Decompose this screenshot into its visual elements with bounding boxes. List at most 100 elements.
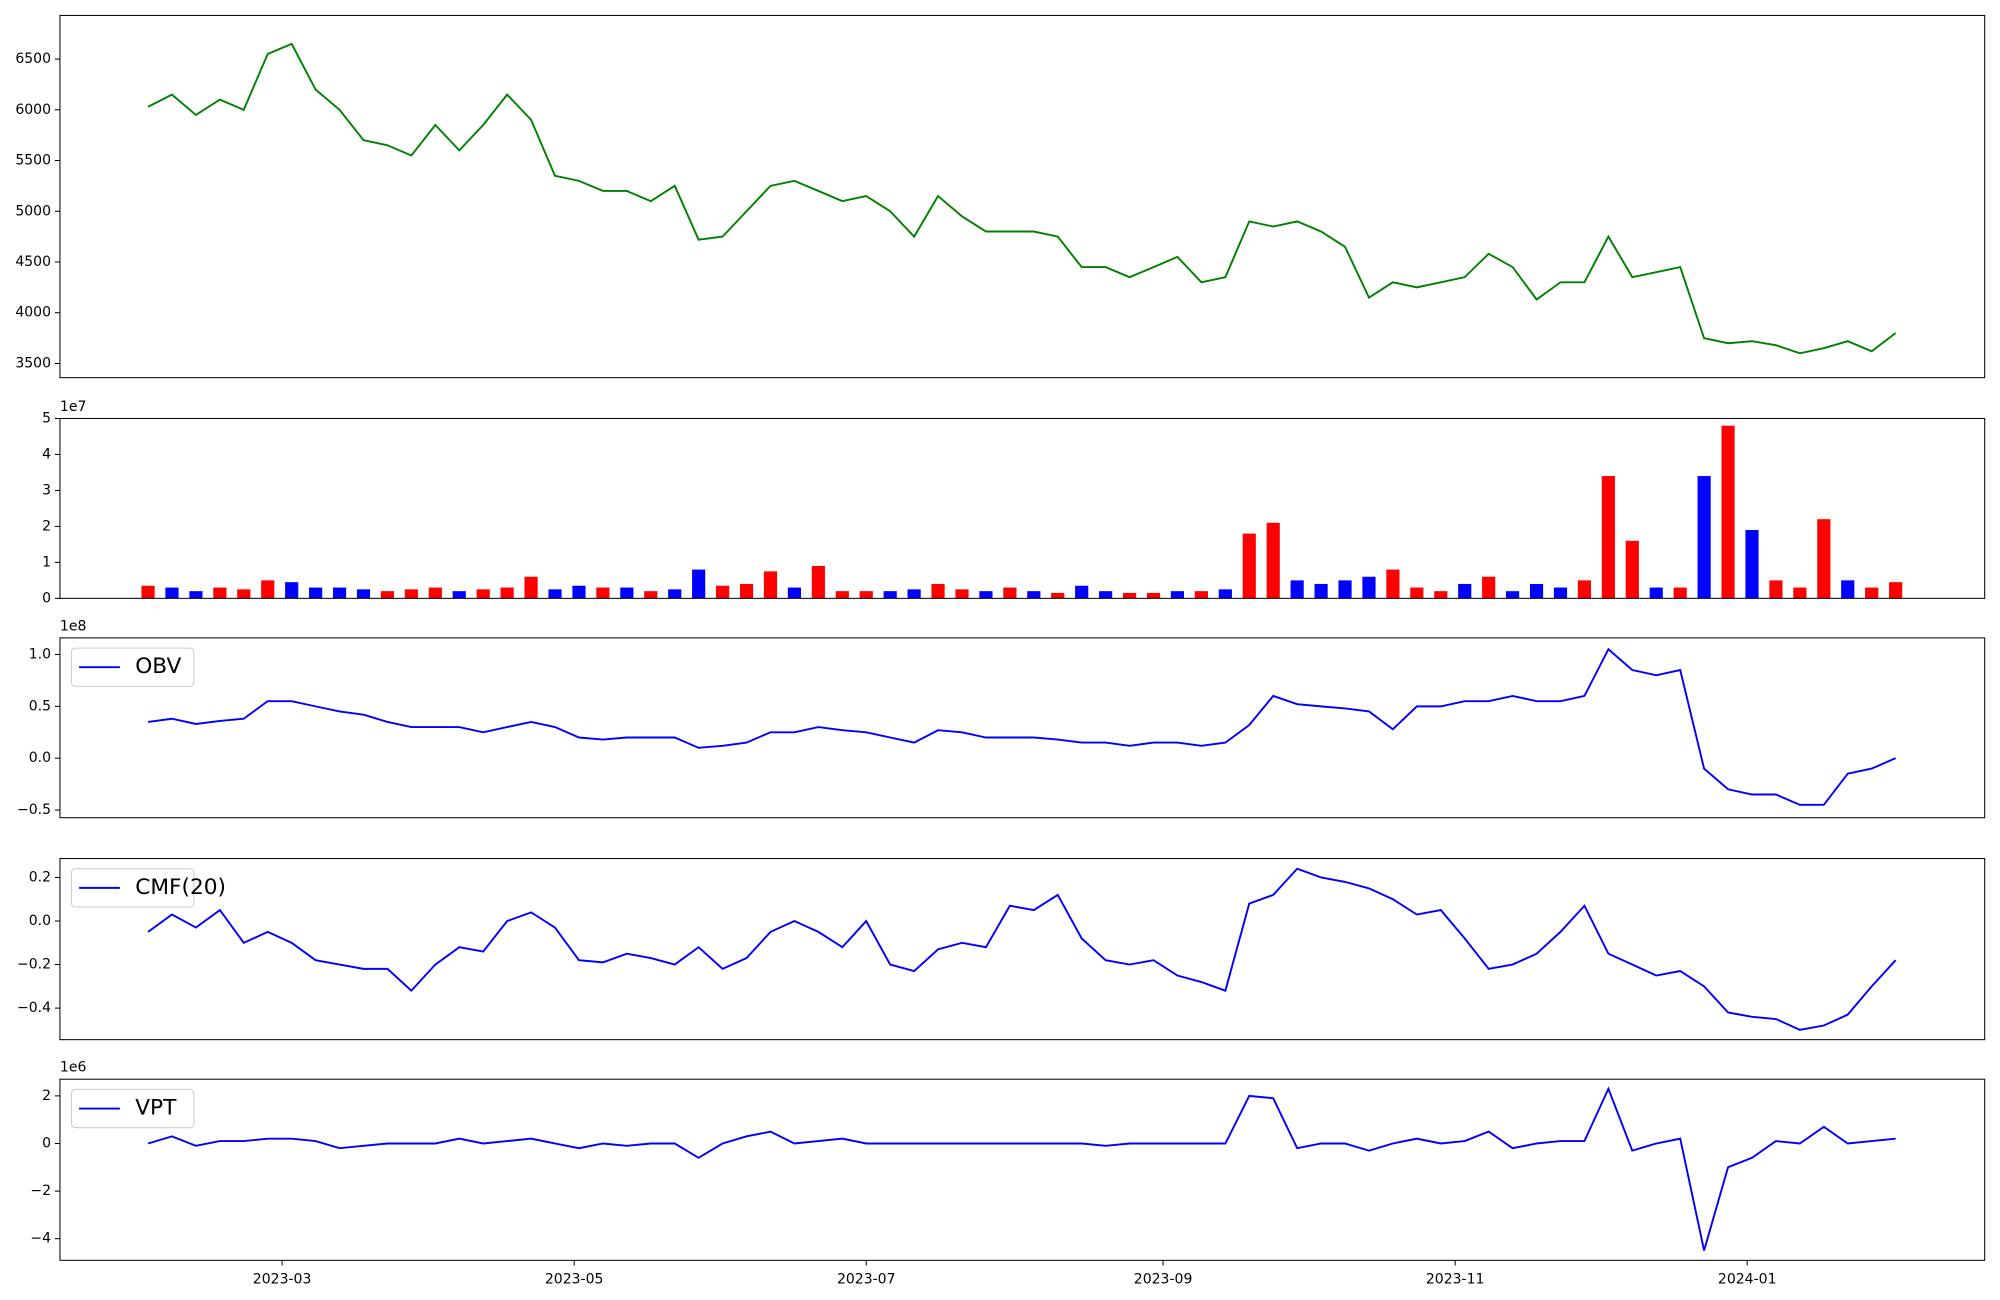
y-tick-label: 3 xyxy=(42,482,51,498)
bar xyxy=(476,589,490,599)
bar xyxy=(1529,583,1544,599)
bar xyxy=(787,587,801,599)
y-tick-label: −0.5 xyxy=(17,802,51,818)
line xyxy=(147,647,1897,806)
bar xyxy=(1769,580,1783,599)
legend-label: VPT xyxy=(135,1096,177,1121)
bar xyxy=(1194,591,1208,599)
bar xyxy=(1099,591,1113,599)
bar xyxy=(213,587,227,599)
x-tick-label: 2023-03 xyxy=(253,1271,312,1287)
bar xyxy=(1721,425,1735,599)
y-tick-label: 0.0 xyxy=(29,750,51,766)
bar xyxy=(979,591,993,599)
bar xyxy=(1889,582,1903,599)
bar xyxy=(1673,587,1687,599)
bar xyxy=(1434,591,1448,599)
y-tick-label: −4 xyxy=(30,1231,51,1247)
y-tick-label: 0.2 xyxy=(29,869,51,885)
bar xyxy=(1266,522,1280,599)
bar xyxy=(739,583,754,599)
bar xyxy=(835,591,849,599)
bar xyxy=(1817,519,1831,599)
bar xyxy=(1482,576,1496,599)
bar xyxy=(1577,580,1592,599)
y-tick-label: 0.0 xyxy=(29,913,51,929)
bar xyxy=(644,591,658,599)
x-tick-label: 2024-01 xyxy=(1718,1271,1777,1287)
bar xyxy=(356,589,371,599)
bar xyxy=(668,589,682,599)
bar xyxy=(285,582,299,599)
bar xyxy=(165,587,179,599)
x-tick-label: 2023-11 xyxy=(1426,1271,1485,1287)
bar xyxy=(548,589,562,599)
bar xyxy=(955,589,969,599)
x-tick-label: 2023-09 xyxy=(1134,1271,1193,1287)
y-tick-label: 0.5 xyxy=(29,698,51,714)
x-tick-label: 2023-05 xyxy=(545,1271,604,1287)
y-tick-label: 1.0 xyxy=(29,646,51,662)
bar xyxy=(1386,569,1400,599)
bar xyxy=(1506,591,1520,599)
bar xyxy=(1290,580,1304,599)
y-tick-label: 6500 xyxy=(15,51,51,67)
y-tick-label: 0 xyxy=(42,1135,51,1151)
y-tick-label: 5000 xyxy=(15,203,51,219)
bar xyxy=(309,587,323,599)
bar xyxy=(428,587,442,599)
bar xyxy=(763,571,778,599)
bar xyxy=(1793,587,1807,599)
axes-frame xyxy=(59,14,1986,379)
bar xyxy=(907,589,921,599)
offset-label: 1e7 xyxy=(60,399,86,415)
bar xyxy=(811,565,825,599)
legend-box xyxy=(70,647,195,687)
bar xyxy=(380,591,395,599)
bar xyxy=(237,589,251,599)
bar xyxy=(883,591,897,599)
bar xyxy=(1841,580,1855,599)
bar xyxy=(692,569,706,599)
bar xyxy=(1027,591,1041,599)
bar xyxy=(332,587,347,599)
bar xyxy=(524,576,538,599)
bar xyxy=(1338,580,1352,599)
bar xyxy=(500,587,514,599)
y-tick-label: 4 xyxy=(42,446,51,462)
legend-box xyxy=(70,1088,195,1129)
bar xyxy=(1745,530,1759,599)
legend-label: OBV xyxy=(135,654,181,679)
legend-label: CMF(20) xyxy=(135,875,226,900)
bar xyxy=(1362,576,1376,599)
y-tick-label: −0.4 xyxy=(17,1000,51,1016)
legend-box xyxy=(70,868,195,908)
bar xyxy=(404,589,418,599)
bar xyxy=(859,591,873,599)
bar xyxy=(1601,476,1615,599)
y-tick-label: 4500 xyxy=(15,254,51,270)
bar xyxy=(1865,587,1879,599)
y-tick-label: 2 xyxy=(42,518,51,534)
offset-label: 1e8 xyxy=(60,618,86,634)
bar xyxy=(1410,587,1424,599)
bar xyxy=(1218,589,1232,599)
bar xyxy=(1314,583,1328,599)
offset-label: 1e6 xyxy=(60,1060,87,1076)
bar xyxy=(1625,540,1639,599)
y-tick-label: 2 xyxy=(42,1088,51,1104)
bar xyxy=(1553,587,1568,599)
y-tick-label: 4000 xyxy=(15,305,51,321)
bar xyxy=(141,585,155,599)
line xyxy=(147,867,1897,1031)
y-tick-label: 5500 xyxy=(15,153,51,169)
bar xyxy=(596,587,610,599)
axes-frame xyxy=(59,1078,1986,1261)
bar xyxy=(261,580,275,599)
bar xyxy=(452,591,466,599)
y-tick-label: 0 xyxy=(42,590,51,606)
bar xyxy=(620,587,634,599)
y-tick-label: 6000 xyxy=(15,102,51,118)
bar xyxy=(1051,592,1065,599)
